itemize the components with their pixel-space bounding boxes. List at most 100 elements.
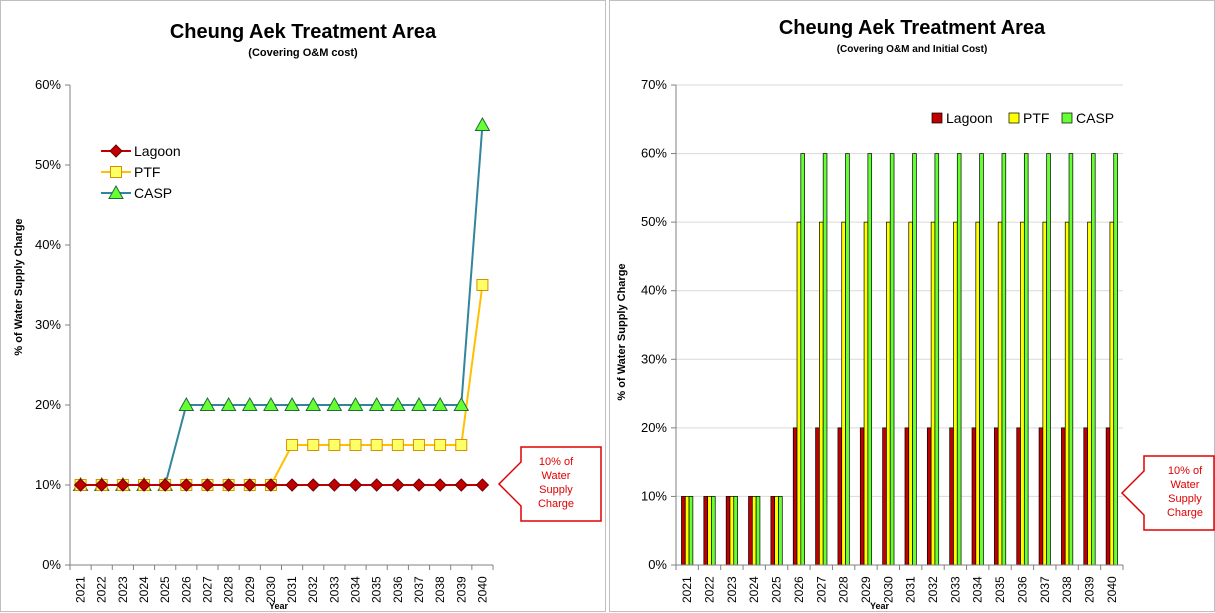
callout-arrow — [1120, 455, 1215, 531]
line-chart: 0% 10% 20% 30% 40% 50% 60% 2021 2022 2023 2024 2025… — [35, 77, 602, 603]
y-tick-label: 40% — [641, 283, 667, 298]
bar-ptf — [707, 496, 712, 566]
x-tick-label: 2034 — [971, 576, 985, 603]
bar-lagoon — [1016, 427, 1021, 566]
bar-casp — [1068, 153, 1074, 566]
data-point — [263, 396, 279, 411]
bar-ptf — [1087, 221, 1092, 566]
chart-subtitle: (Covering O&M and Initial Cost) — [836, 44, 988, 55]
bar-lagoon — [971, 427, 977, 566]
y-tick-label: 60% — [641, 146, 667, 161]
x-tick-label: 2028 — [837, 576, 851, 603]
callout-text: 10% of Water Supply Charge — [526, 455, 586, 511]
callout-line: Charge — [1166, 507, 1204, 519]
data-point — [221, 478, 236, 492]
data-point — [433, 478, 447, 492]
data-point — [368, 396, 385, 411]
data-point — [326, 396, 343, 411]
legend-label: CASP — [1076, 110, 1114, 126]
bar-lagoon — [770, 496, 776, 566]
bar-ptf — [975, 221, 980, 566]
x-tick-label: 2021 — [680, 576, 694, 603]
bar-ptf — [1109, 221, 1115, 566]
legend-marker — [109, 144, 123, 158]
legend-label: Lagoon — [134, 143, 181, 159]
bar-casp — [688, 496, 694, 566]
bar-casp — [979, 153, 984, 566]
callout-line: 10% of — [538, 456, 574, 468]
data-point — [179, 478, 194, 492]
data-point — [178, 396, 195, 411]
x-tick-label: 2031 — [904, 576, 918, 603]
x-tick-label: 2030 — [881, 576, 895, 603]
bar-ptf — [751, 496, 757, 566]
bar-ptf — [729, 496, 735, 566]
data-point — [370, 439, 383, 451]
data-point — [432, 396, 448, 411]
bar-casp — [1091, 153, 1096, 566]
x-tick-label: 2022 — [703, 576, 717, 603]
legend-marker — [110, 166, 122, 178]
callout-line: Supply — [539, 484, 573, 496]
bar-lagoon — [1083, 427, 1088, 566]
callout-line: Water — [1170, 479, 1200, 491]
data-point — [412, 478, 426, 492]
data-point — [391, 439, 404, 451]
x-tick-label: 2033 — [327, 576, 341, 603]
bar-ptf — [841, 221, 846, 566]
bar-casp — [1023, 153, 1029, 566]
y-tick-label: 40% — [35, 237, 61, 252]
x-tick-label: 2022 — [95, 576, 109, 603]
legend-label: PTF — [134, 164, 160, 180]
bar-ptf — [774, 496, 779, 566]
data-point — [411, 396, 427, 411]
bar-lagoon — [725, 496, 731, 566]
bar-ptf — [930, 221, 936, 566]
bar-ptf — [886, 221, 891, 566]
data-point — [241, 396, 258, 411]
data-point — [347, 396, 364, 411]
x-tick-label: 2032 — [306, 576, 320, 603]
data-point — [391, 478, 405, 492]
data-point — [284, 396, 300, 411]
bar-ptf — [908, 221, 913, 566]
bar-ptf — [684, 496, 690, 566]
bar-ptf — [819, 221, 824, 566]
x-tick-label: 2034 — [349, 576, 363, 603]
bar-lagoon — [1105, 427, 1111, 566]
chart-panel-left: 0% 10% 20% 30% 40% 50% 60% 2021 2022 2023 2024 2025… — [0, 0, 606, 612]
x-axis-label: Year — [269, 601, 289, 611]
x-tick-label: 2033 — [948, 576, 962, 603]
y-tick-label: 20% — [35, 397, 61, 412]
y-tick-label: 0% — [648, 557, 667, 572]
x-tick-label: 2029 — [243, 576, 257, 603]
y-tick-label: 60% — [35, 77, 61, 92]
x-tick-label: 2030 — [264, 576, 278, 603]
bar-casp — [1113, 153, 1118, 566]
data-point — [285, 478, 299, 492]
bar-lagoon — [837, 427, 843, 566]
bar-ptf — [1042, 221, 1048, 566]
y-tick-label: 0% — [42, 557, 61, 572]
series-line-ptf — [80, 284, 484, 486]
data-point — [476, 279, 489, 291]
data-point — [475, 478, 490, 492]
chart-title: Cheung Aek Treatment Area — [169, 21, 437, 43]
x-tick-label: 2036 — [1015, 576, 1029, 603]
x-tick-label: 2035 — [993, 576, 1007, 603]
bar-ptf — [1064, 221, 1070, 566]
x-tick-label: 2037 — [412, 576, 426, 603]
callout-line: Water — [541, 470, 571, 482]
x-tick-label: 2040 — [475, 576, 489, 603]
data-point — [306, 478, 320, 492]
x-tick-label: 2027 — [814, 576, 828, 603]
data-point — [243, 478, 257, 492]
bar-casp — [867, 153, 873, 566]
bar-lagoon — [882, 427, 887, 566]
bar-lagoon — [904, 427, 910, 566]
bar-ptf — [796, 221, 802, 566]
data-point — [412, 439, 425, 451]
y-tick-label: 10% — [35, 477, 61, 492]
x-tick-label: 2021 — [74, 576, 88, 603]
x-tick-label: 2026 — [179, 576, 193, 603]
